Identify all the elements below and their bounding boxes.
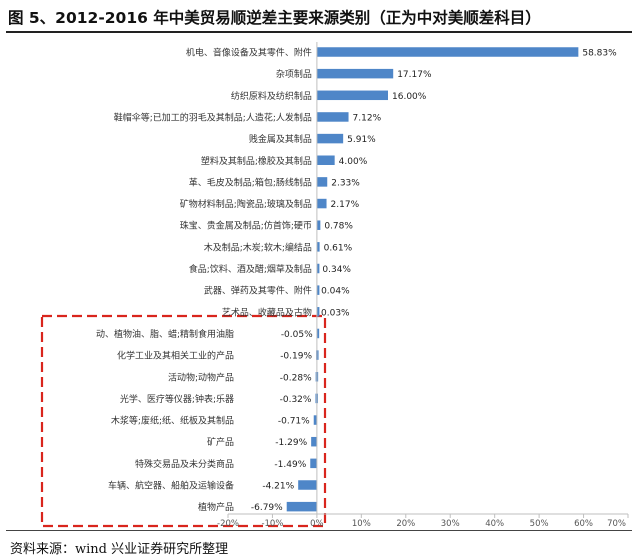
category-label: 动、植物油、脂、蜡;精制食用油脂: [96, 328, 234, 340]
value-label: 4.00%: [339, 157, 368, 167]
category-label: 鞋帽伞等;已加工的羽毛及其制品;人造花;人发制品: [114, 111, 312, 123]
x-tick-label: -20%: [217, 519, 239, 529]
x-tick-label: 40%: [485, 519, 504, 529]
category-label: 车辆、航空器、船舶及运输设备: [108, 480, 234, 492]
footer-divider: [6, 530, 632, 531]
bar: [316, 47, 579, 57]
bar: [316, 285, 320, 295]
value-label: -0.19%: [280, 352, 312, 362]
bar: [316, 112, 349, 122]
bar-chart: 机电、音像设备及其零件、附件杂项制品纺织原料及纺织制品鞋帽伞等;已加工的羽毛及其…: [40, 42, 629, 529]
x-tick-label: -10%: [261, 519, 283, 529]
value-label: 0.78%: [324, 222, 353, 232]
category-label: 贱金属及其制品: [249, 133, 312, 145]
x-tick-label: 0%: [310, 519, 324, 529]
value-label: 2.17%: [331, 200, 360, 210]
bar: [313, 415, 317, 425]
value-label: 5.91%: [347, 135, 376, 145]
highlight-box: [40, 314, 327, 528]
bar: [316, 242, 320, 252]
bar: [316, 177, 328, 187]
bar: [298, 480, 317, 490]
value-label: 16.00%: [392, 92, 427, 102]
value-label: -6.79%: [251, 503, 283, 513]
value-label: -4.21%: [262, 482, 294, 492]
x-tick-label: 10%: [352, 519, 371, 529]
category-label: 植物产品: [198, 501, 234, 513]
bar: [316, 68, 394, 79]
category-label: 特殊交易品及未分类商品: [135, 458, 234, 470]
value-label: -0.32%: [280, 395, 312, 405]
category-label: 光学、医疗等仪器;钟表;乐器: [120, 393, 234, 405]
value-label: 0.03%: [321, 308, 350, 318]
bar: [316, 198, 327, 209]
category-label: 珠宝、贵金属及制品;仿首饰;硬币: [180, 220, 312, 232]
category-label: 木及制品;木炭;软木;编结品: [204, 241, 312, 253]
bar: [316, 307, 320, 317]
category-label: 塑料及其制品;橡胶及其制品: [201, 155, 312, 167]
chart-title: 图 5、2012-2016 年中美贸易顺逆差主要来源类别（正为中对美顺差科目）: [8, 9, 541, 27]
value-label: 58.83%: [582, 49, 617, 59]
x-tick-label: 70%: [607, 519, 626, 529]
value-label: 7.12%: [353, 113, 382, 123]
source-note: 资料来源：wind 兴业证券研究所整理: [10, 542, 229, 557]
value-label: -1.49%: [274, 460, 306, 470]
category-label: 杂项制品: [276, 68, 312, 80]
bar: [316, 155, 335, 165]
bar: [316, 90, 388, 101]
bar: [316, 133, 344, 144]
bar: [286, 501, 317, 512]
category-label: 艺术品、收藏品及古物: [222, 306, 312, 318]
category-label: 矿产品: [207, 436, 234, 448]
bar: [316, 328, 320, 339]
bar: [310, 458, 317, 469]
value-label: 17.17%: [397, 70, 432, 80]
bar: [316, 220, 321, 230]
value-label: 2.33%: [331, 178, 360, 188]
value-label: -0.28%: [280, 373, 312, 383]
x-tick-label: 20%: [396, 519, 415, 529]
category-label: 化学工业及其相关工业的产品: [117, 350, 234, 362]
category-label: 活动物;动物产品: [168, 371, 234, 383]
x-tick-label: 30%: [441, 519, 460, 529]
bar: [316, 263, 320, 274]
x-tick-label: 50%: [530, 519, 549, 529]
value-label: -0.05%: [281, 330, 313, 340]
title-divider: [6, 31, 632, 33]
value-label: -1.29%: [275, 438, 307, 448]
category-label: 武器、弹药及其零件、附件: [204, 285, 312, 297]
value-label: -0.71%: [278, 417, 310, 427]
value-label: 0.04%: [321, 287, 350, 297]
category-label: 纺织原料及纺织制品: [231, 90, 312, 102]
category-label: 食品;饮料、酒及醋;烟草及制品: [189, 263, 312, 275]
category-label: 矿物材料制品;陶瓷品;玻璃及制品: [180, 198, 312, 210]
x-tick-label: 60%: [574, 519, 593, 529]
value-label: 0.61%: [324, 243, 353, 253]
value-label: 0.34%: [322, 265, 351, 275]
bar: [311, 436, 317, 447]
category-label: 木浆等;废纸;纸、纸板及其制品: [111, 415, 234, 427]
category-label: 革、毛皮及制品;箱包;肠线制品: [189, 176, 312, 188]
category-label: 机电、音像设备及其零件、附件: [186, 47, 312, 59]
